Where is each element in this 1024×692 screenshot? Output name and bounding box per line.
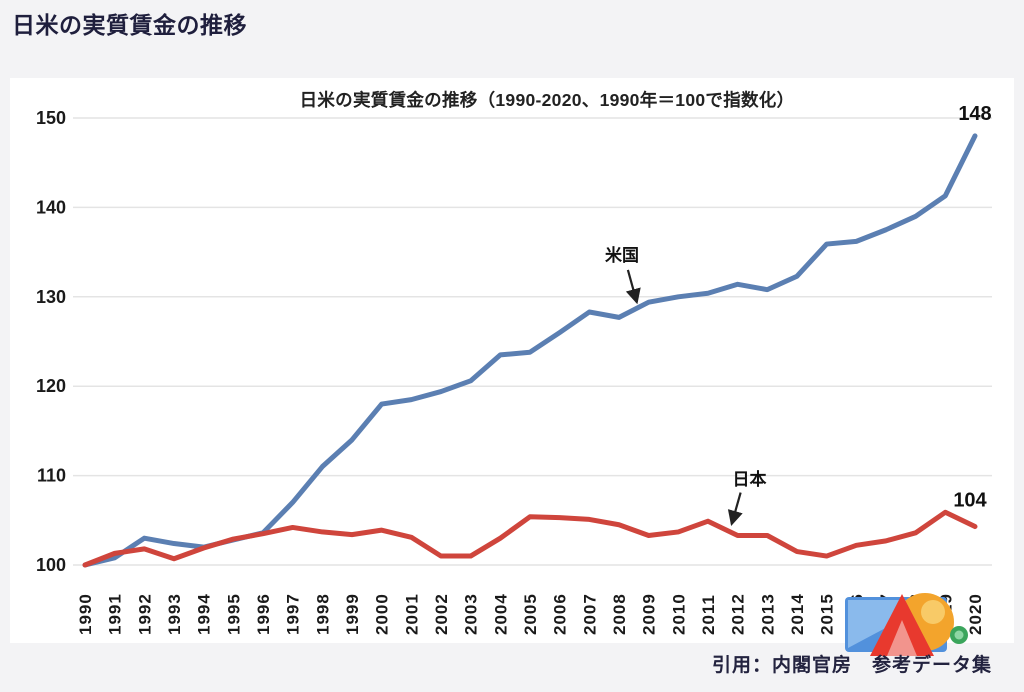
series-line-japan <box>82 509 978 568</box>
x-tick-label: 1999 <box>343 593 362 635</box>
x-tick-label: 2005 <box>521 593 540 635</box>
y-tick-label: 140 <box>36 197 66 217</box>
annotation-label-us: 米国 <box>605 245 639 265</box>
x-tick-label: 1994 <box>195 593 214 635</box>
series-end-label-us: 148 <box>958 103 991 125</box>
x-tick-label: 2008 <box>610 593 629 635</box>
annotation-arrow-icon <box>727 492 743 526</box>
x-tick-label: 2007 <box>580 593 599 635</box>
x-tick-label: 2001 <box>402 593 421 635</box>
x-tick-label: 2002 <box>432 593 451 635</box>
watermark-mountain-highlight-icon <box>887 620 917 656</box>
x-tick-label: 1996 <box>254 593 273 635</box>
chart-card: 100 110 120 130 140 150 1990 1991 1992 1993 1994 19… <box>10 78 1014 656</box>
y-tick-label: 100 <box>36 555 66 575</box>
x-tick-label: 1998 <box>313 593 332 635</box>
x-tick-label: 2003 <box>462 593 481 635</box>
gridlines <box>73 117 992 566</box>
y-tick-label: 130 <box>36 287 66 307</box>
x-tick-label: 1997 <box>284 593 303 635</box>
x-tick-label: 2010 <box>669 593 688 635</box>
data-series: 148 104 <box>82 103 992 568</box>
y-tick-label: 110 <box>37 466 66 486</box>
x-tick-label: 1992 <box>135 593 154 635</box>
page-title: 日米の実質賃金の推移 <box>12 12 247 38</box>
series-line-us <box>82 133 978 568</box>
x-tick-label: 1990 <box>76 593 95 635</box>
watermark-sun-highlight-icon <box>921 600 945 624</box>
x-tick-label: 1991 <box>106 593 125 635</box>
x-tick-label: 1995 <box>224 593 243 635</box>
x-tick-label: 2009 <box>640 593 659 635</box>
x-tick-label: 2004 <box>491 593 510 635</box>
wage-trend-line-chart: 100 110 120 130 140 150 1990 1991 1992 1993 1994 19… <box>36 103 992 635</box>
x-tick-label: 2015 <box>818 593 837 635</box>
image-watermark-icon <box>845 593 968 656</box>
x-tick-label: 1993 <box>165 593 184 635</box>
series-end-label-japan: 104 <box>953 490 987 512</box>
x-tick-label: 2013 <box>758 593 777 635</box>
y-tick-label: 120 <box>36 376 66 396</box>
x-tick-label: 2011 <box>699 594 718 635</box>
annotation-arrow-icon <box>625 269 641 305</box>
x-tick-label: 2012 <box>729 593 748 635</box>
x-tick-label: 2000 <box>373 593 392 635</box>
x-tick-label: 2020 <box>966 593 985 635</box>
watermark-badge-inner-icon <box>954 630 964 640</box>
y-tick-label: 150 <box>36 108 66 128</box>
source-citation: 引用：内閣官房 参考データ集 <box>711 655 992 676</box>
x-tick-label: 2006 <box>551 593 570 635</box>
annotation-label-japan: 日本 <box>733 469 767 489</box>
x-tick-label: 2014 <box>788 593 807 635</box>
chart-title: 日米の実質賃金の推移（1990-2020、1990年＝100で指数化） <box>299 90 795 110</box>
